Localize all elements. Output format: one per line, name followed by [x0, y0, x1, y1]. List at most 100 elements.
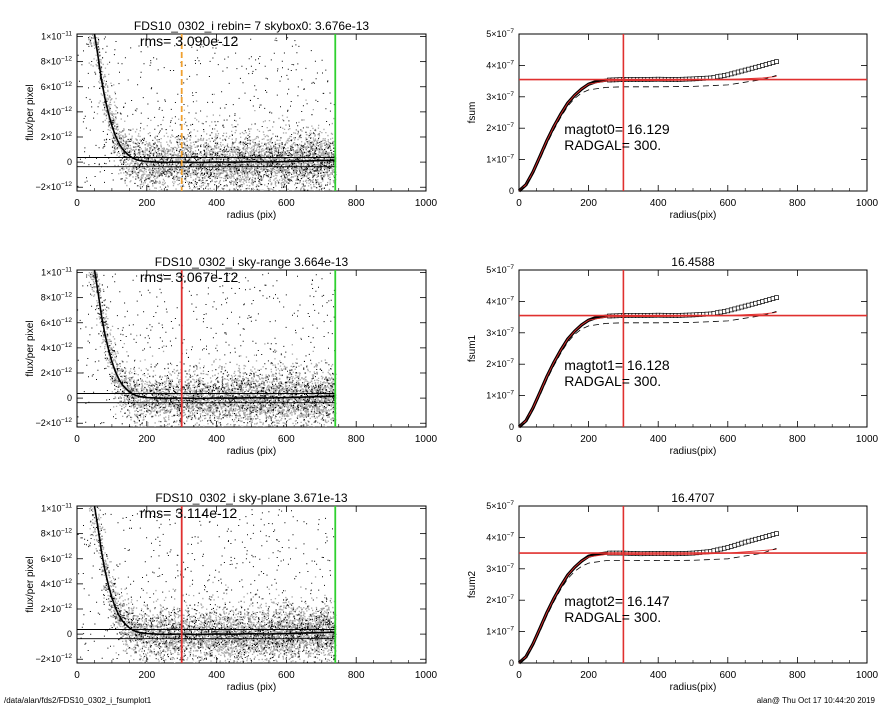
y-tick-label: −2×10−12	[35, 417, 72, 428]
y-tick-label: 0	[67, 629, 72, 639]
fsum-panel-1: 0 200 400 600 800 1000 0 1×10−7 2×10−7 3×10−7 4×10…	[467, 255, 879, 457]
y-tick-label: 4×10−7	[486, 531, 514, 542]
scatter-points	[77, 271, 337, 427]
plot-title: 16.4588	[671, 255, 715, 269]
scatter-dark-points	[77, 506, 337, 663]
rms-annotation: rms= 3.114e-12	[140, 505, 238, 521]
y-axis-label: flux/per pixel	[25, 556, 36, 612]
plot-frame	[518, 33, 868, 192]
y-tick-label: 2×10−7	[486, 594, 514, 605]
x-tick-label: 200	[580, 198, 597, 209]
x-tick-label: 0	[74, 198, 80, 209]
x-tick-label: 800	[789, 198, 806, 209]
x-tick-label: 800	[789, 670, 806, 681]
x-tick-label: 1000	[856, 434, 879, 445]
plot-frame	[76, 269, 427, 428]
x-axis-label: radius (pix)	[227, 446, 276, 457]
radgal-annotation: RADGAL= 300.	[564, 609, 661, 625]
radgal-annotation: RADGAL= 300.	[564, 373, 661, 389]
plot-title: 16.4707	[671, 491, 715, 505]
x-tick-label: 200	[138, 670, 155, 681]
x-tick-label: 600	[278, 434, 295, 445]
x-tick-label: 1000	[415, 434, 438, 445]
x-tick-label: 600	[278, 198, 295, 209]
dashed-flux-curve	[518, 311, 777, 428]
x-tick-label: 600	[278, 670, 295, 681]
x-axis-label: radius(pix)	[670, 682, 717, 693]
x-axis-label: radius (pix)	[227, 210, 276, 221]
x-tick-label: 800	[348, 198, 365, 209]
plot-title: FDS10_0302_i rebin= 7 skybox0: 3.676e-13	[134, 19, 369, 33]
magtot-annotation: magtot0= 16.129	[564, 121, 670, 137]
dashed-flux-curve	[518, 548, 777, 664]
x-tick-label: 800	[348, 434, 365, 445]
scatter-light-points	[88, 271, 337, 427]
scatter-dark-points	[77, 272, 337, 427]
x-tick-label: 400	[208, 434, 225, 445]
y-tick-label: 8×10−12	[41, 292, 73, 303]
y-tick-label: −2×10−12	[35, 181, 72, 192]
radgal-annotation: RADGAL= 300.	[564, 137, 661, 153]
footer-timestamp: alan@ Thu Oct 17 10:44:20 2019	[756, 696, 875, 705]
flux-scatter-panel-0: 0 200 400 600 800 1000−2×10−1202×10−124×10−12…	[25, 19, 438, 221]
cumulative-flux-marker	[774, 531, 779, 536]
y-tick-label: 5×10−7	[486, 500, 514, 511]
model-flux-curve	[518, 548, 777, 664]
y-tick-label: 0	[509, 658, 514, 668]
magtot-annotation: magtot2= 16.147	[564, 593, 670, 609]
y-tick-label: 1×10−7	[486, 390, 514, 401]
x-axis-label: radius (pix)	[227, 682, 276, 693]
x-tick-label: 200	[580, 434, 597, 445]
x-tick-label: 1000	[856, 670, 879, 681]
mean-profile-line	[93, 270, 336, 400]
x-tick-label: 0	[516, 198, 522, 209]
scatter-light-points	[88, 34, 337, 191]
x-tick-label: 0	[74, 434, 80, 445]
x-tick-label: 400	[208, 198, 225, 209]
x-tick-label: 1000	[856, 198, 879, 209]
x-tick-label: 0	[516, 434, 522, 445]
plot-frame	[518, 505, 868, 664]
y-tick-label: 0	[67, 157, 72, 167]
y-tick-label: 4×10−12	[41, 106, 73, 117]
y-tick-label: −2×10−12	[35, 653, 72, 664]
y-tick-label: 4×10−7	[486, 295, 514, 306]
y-axis-label: fsum	[467, 102, 478, 124]
y-axis-label: flux/per pixel	[25, 84, 36, 140]
fsum-panel-0: 0 200 400 600 800 1000 0 1×10−7 2×10−7 3×10−7 4×10…	[467, 28, 879, 221]
y-tick-label: 3×10−7	[486, 563, 514, 574]
y-axis-label: fsum2	[467, 570, 478, 598]
dashed-flux-curve	[518, 75, 777, 192]
y-tick-label: 6×10−12	[41, 317, 73, 328]
y-tick-label: 1×10−11	[41, 31, 72, 42]
plot-frame	[518, 269, 868, 428]
y-tick-label: 1×10−11	[41, 267, 72, 278]
x-tick-label: 0	[516, 670, 522, 681]
rms-annotation: rms= 3.067e-12	[140, 269, 239, 285]
x-axis-label: radius(pix)	[670, 446, 717, 457]
flux-scatter-panel-1: 0 200 400 600 800 1000−2×10−1202×10−124×10−12…	[25, 255, 438, 457]
x-tick-label: 200	[580, 670, 597, 681]
x-tick-label: 400	[650, 198, 667, 209]
cumulative-flux-marker	[774, 295, 779, 300]
x-tick-label: 400	[650, 670, 667, 681]
cumulative-flux-marker	[774, 59, 779, 64]
y-tick-label: 2×10−12	[41, 131, 73, 142]
plot-title: FDS10_0302_i sky-plane 3.671e-13	[155, 491, 347, 505]
scatter-points	[77, 506, 337, 663]
y-tick-label: 4×10−7	[486, 59, 514, 70]
y-tick-label: 1×10−7	[486, 154, 514, 165]
flux-scatter-panel-2: 0 200 400 600 800 1000−2×10−1202×10−124×10−12…	[25, 491, 438, 693]
y-axis-label: flux/per pixel	[25, 320, 36, 376]
y-tick-label: 0	[509, 186, 514, 196]
x-tick-label: 800	[789, 434, 806, 445]
fsum-panel-2: 0 200 400 600 800 1000 0 1×10−7 2×10−7 3×10−7 4×10…	[467, 491, 879, 693]
y-tick-label: 4×10−12	[41, 578, 73, 589]
y-tick-label: 6×10−12	[41, 553, 73, 564]
x-axis-label: radius(pix)	[670, 210, 717, 221]
y-tick-label: 8×10−12	[41, 56, 73, 67]
magtot-annotation: magtot1= 16.128	[564, 357, 670, 373]
x-tick-label: 1000	[415, 670, 438, 681]
x-tick-label: 0	[74, 670, 80, 681]
